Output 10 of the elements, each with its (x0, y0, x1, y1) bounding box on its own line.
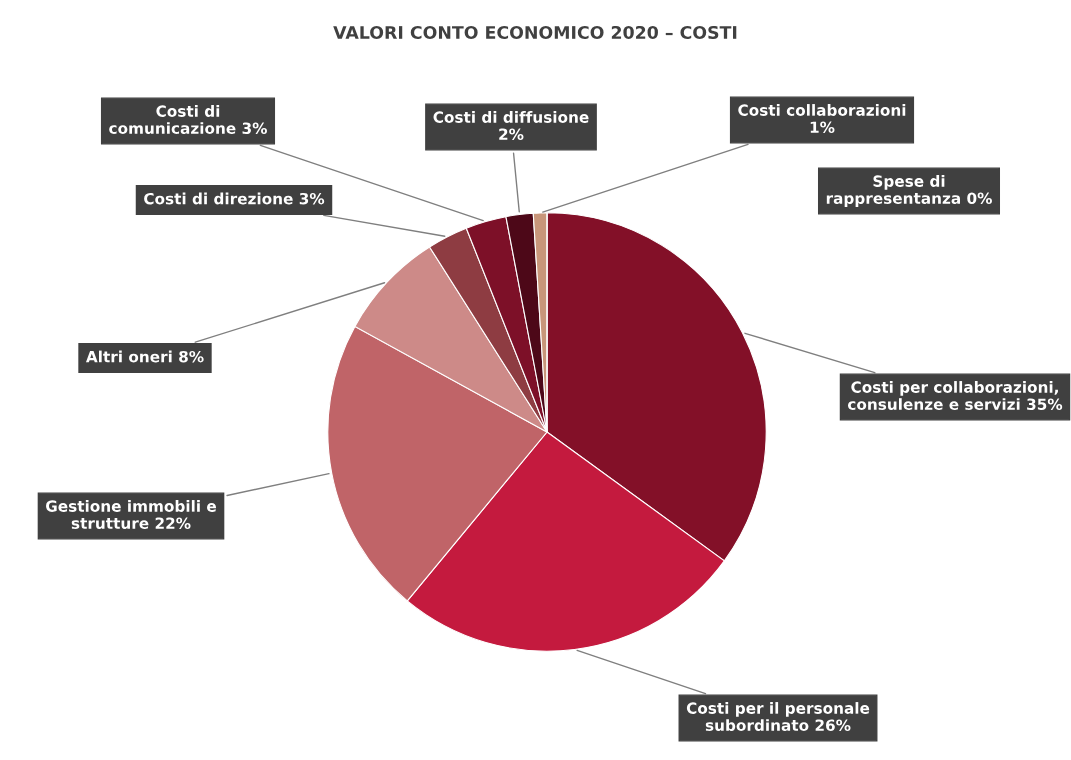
slice-label: Costi per il personale subordinato 26% (686, 702, 870, 731)
category-label: Spese di rappresentanza 0% (826, 175, 992, 207)
slice-label: Costi di diffusione 2% (433, 111, 589, 140)
slice-label: Costi per collaborazioni, consulenze e servizi 35% (847, 381, 1063, 410)
chart-title: VALORI CONTO ECONOMICO 2020 – COSTI (333, 25, 737, 40)
slice-label: Gestione immobili e strutture 22% (46, 500, 216, 529)
slice-label: Costi di comunicazione 3% (109, 105, 267, 134)
slice-label: Costi collaborazioni 1% (738, 104, 906, 133)
slice-label: Costi di direzione 3% (144, 192, 325, 205)
slice-label: Altri oneri 8% (85, 350, 204, 363)
